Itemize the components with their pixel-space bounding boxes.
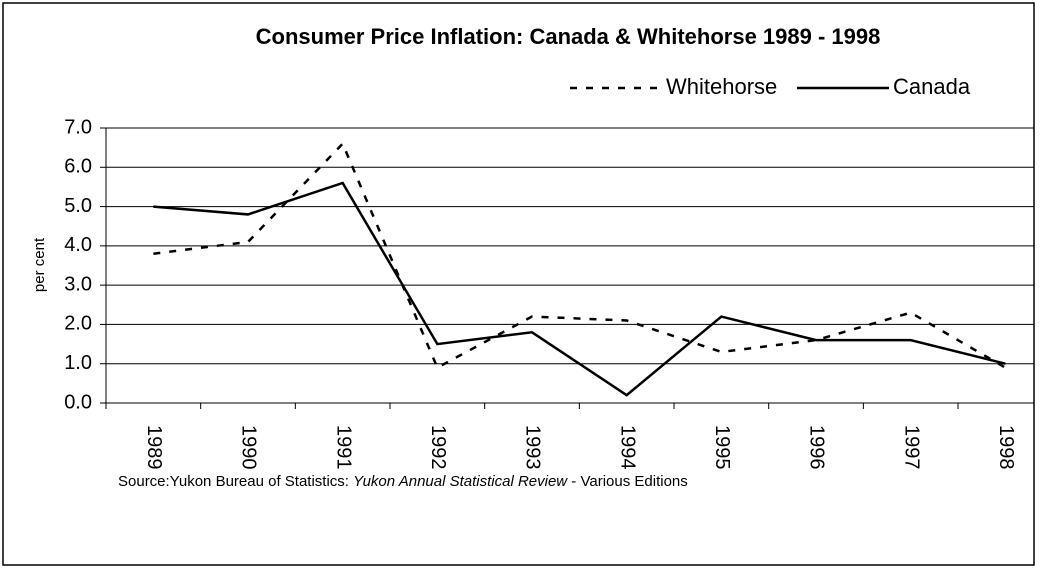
x-tick-label: 1991 bbox=[332, 425, 354, 470]
series-line bbox=[153, 141, 1006, 370]
source-prefix: Source:Yukon Bureau of Statistics: bbox=[118, 473, 353, 490]
x-tick-label: 1989 bbox=[143, 425, 165, 470]
y-axis-label: per cent bbox=[31, 237, 48, 292]
x-tick-label: 1992 bbox=[427, 425, 449, 470]
x-tick-label: 1998 bbox=[995, 425, 1017, 470]
legend-label: Canada bbox=[893, 74, 971, 99]
y-tick-label: 3.0 bbox=[64, 273, 92, 295]
source-title: Yukon Annual Statistical Review bbox=[353, 473, 568, 490]
x-tick-label: 1990 bbox=[238, 425, 260, 470]
y-tick-label: 2.0 bbox=[64, 313, 92, 335]
x-tick-label: 1994 bbox=[616, 425, 638, 470]
y-tick-label: 6.0 bbox=[64, 156, 92, 178]
x-tick-label: 1995 bbox=[711, 425, 733, 470]
source-note: Source:Yukon Bureau of Statistics: Yukon… bbox=[118, 473, 688, 490]
y-tick-label: 0.0 bbox=[64, 391, 92, 413]
y-tick-label: 4.0 bbox=[64, 234, 92, 256]
x-tick-label: 1993 bbox=[522, 425, 544, 470]
y-tick-label: 7.0 bbox=[64, 116, 92, 138]
legend-label: Whitehorse bbox=[666, 74, 777, 99]
y-tick-label: 1.0 bbox=[64, 352, 92, 374]
series-line bbox=[153, 181, 1006, 397]
source-suffix: - Various Editions bbox=[567, 473, 688, 490]
chart-title: Consumer Price Inflation: Canada & White… bbox=[256, 24, 881, 49]
x-tick-label: 1996 bbox=[806, 425, 828, 470]
y-tick-label: 5.0 bbox=[64, 195, 92, 217]
x-tick-label: 1997 bbox=[900, 425, 922, 470]
